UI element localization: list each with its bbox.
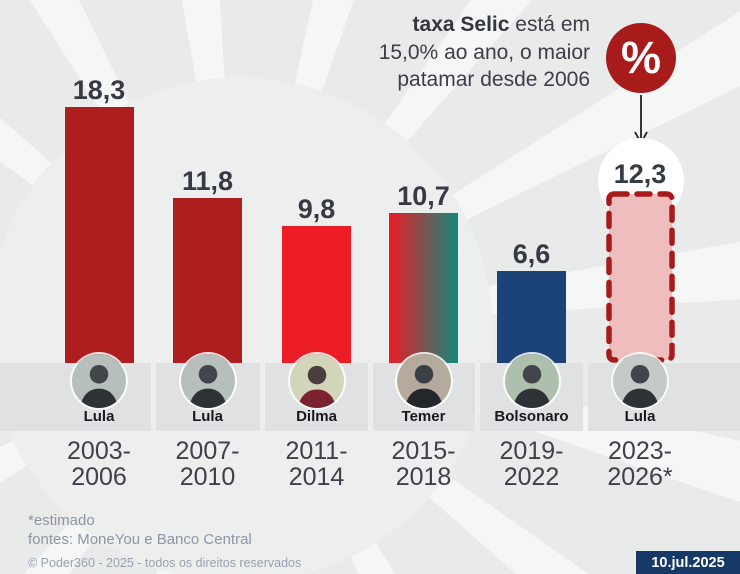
headline: taxa Selic está em 15,0% ao ano, o maior… [320,11,590,94]
bar-value-label: 18,3 [72,75,126,105]
term-start: 2023- [608,437,672,465]
term-end: 2006 [71,463,127,491]
headline-line2: 15,0% ao ano, o maior [378,40,590,64]
president-name: Lula [192,408,223,425]
term-start: 2007- [175,437,240,465]
president-photo [613,354,667,408]
term-start: 2003- [67,437,131,465]
president-photo [72,354,126,408]
president-photo [504,354,559,408]
bar [64,107,134,363]
date-badge: 10.jul.2025 [636,551,740,574]
bar-value-label: 9,8 [297,194,336,224]
percent-icon: % [606,23,676,93]
chart-column: 6,6 Bolsonaro 2019- 2022 [477,0,587,574]
term-years: 2003- 2006 [36,438,162,490]
bar [282,226,351,363]
chart-column: 11,8 Lula 2007- 2010 [153,0,263,574]
president-name: Temer [401,408,446,425]
president-photo [289,354,344,408]
bar [389,213,458,363]
bar [497,271,566,363]
chart-column: 18,3 Lula 2003- 2006 [44,0,154,574]
president-photo [180,354,235,408]
headline-line1-rest: está em [509,13,590,36]
bar-value-label: 6,6 [512,239,551,269]
headline-bold: taxa Selic [412,13,510,36]
president-photo [396,354,451,408]
president-name: Lula [624,408,656,425]
sources-note: fontes: MoneYou e Banco Central [28,531,252,548]
president-name: Dilma [296,408,337,425]
estimate-note: *estimado [28,512,95,529]
headline-line3: patamar desde 2006 [397,68,590,91]
term-years: 2019- 2022 [469,438,595,490]
chart-column: 12,3 Lula 2023- 2026* [585,0,695,574]
term-start: 2019- [499,437,564,465]
bar-value-label: 10,7 [397,181,450,211]
percent-glyph: % [620,32,661,83]
chart-column: 9,8 Dilma 2011- 2014 [262,0,372,574]
bar-value-label: 12,3 [613,159,667,189]
dashed-bar-outline [605,191,675,363]
term-years: 2023- 2026* [577,438,703,490]
president-name: Bolsonaro [494,408,569,425]
chart-column: 10,7 Temer 2015- 2018 [369,0,479,574]
term-years: 2007- 2010 [145,438,271,490]
copyright-note: © Poder360 - 2025 - todos os direitos re… [28,556,302,570]
footer: *estimado fontes: MoneYou e Banco Centra… [28,511,301,573]
bar-value-label: 11,8 [181,166,234,196]
term-end: 2026* [607,463,673,491]
bar [173,198,242,363]
president-name: Lula [83,408,115,425]
bar-estimated [605,191,675,363]
term-end: 2022 [503,463,560,491]
term-end: 2010 [179,463,236,491]
